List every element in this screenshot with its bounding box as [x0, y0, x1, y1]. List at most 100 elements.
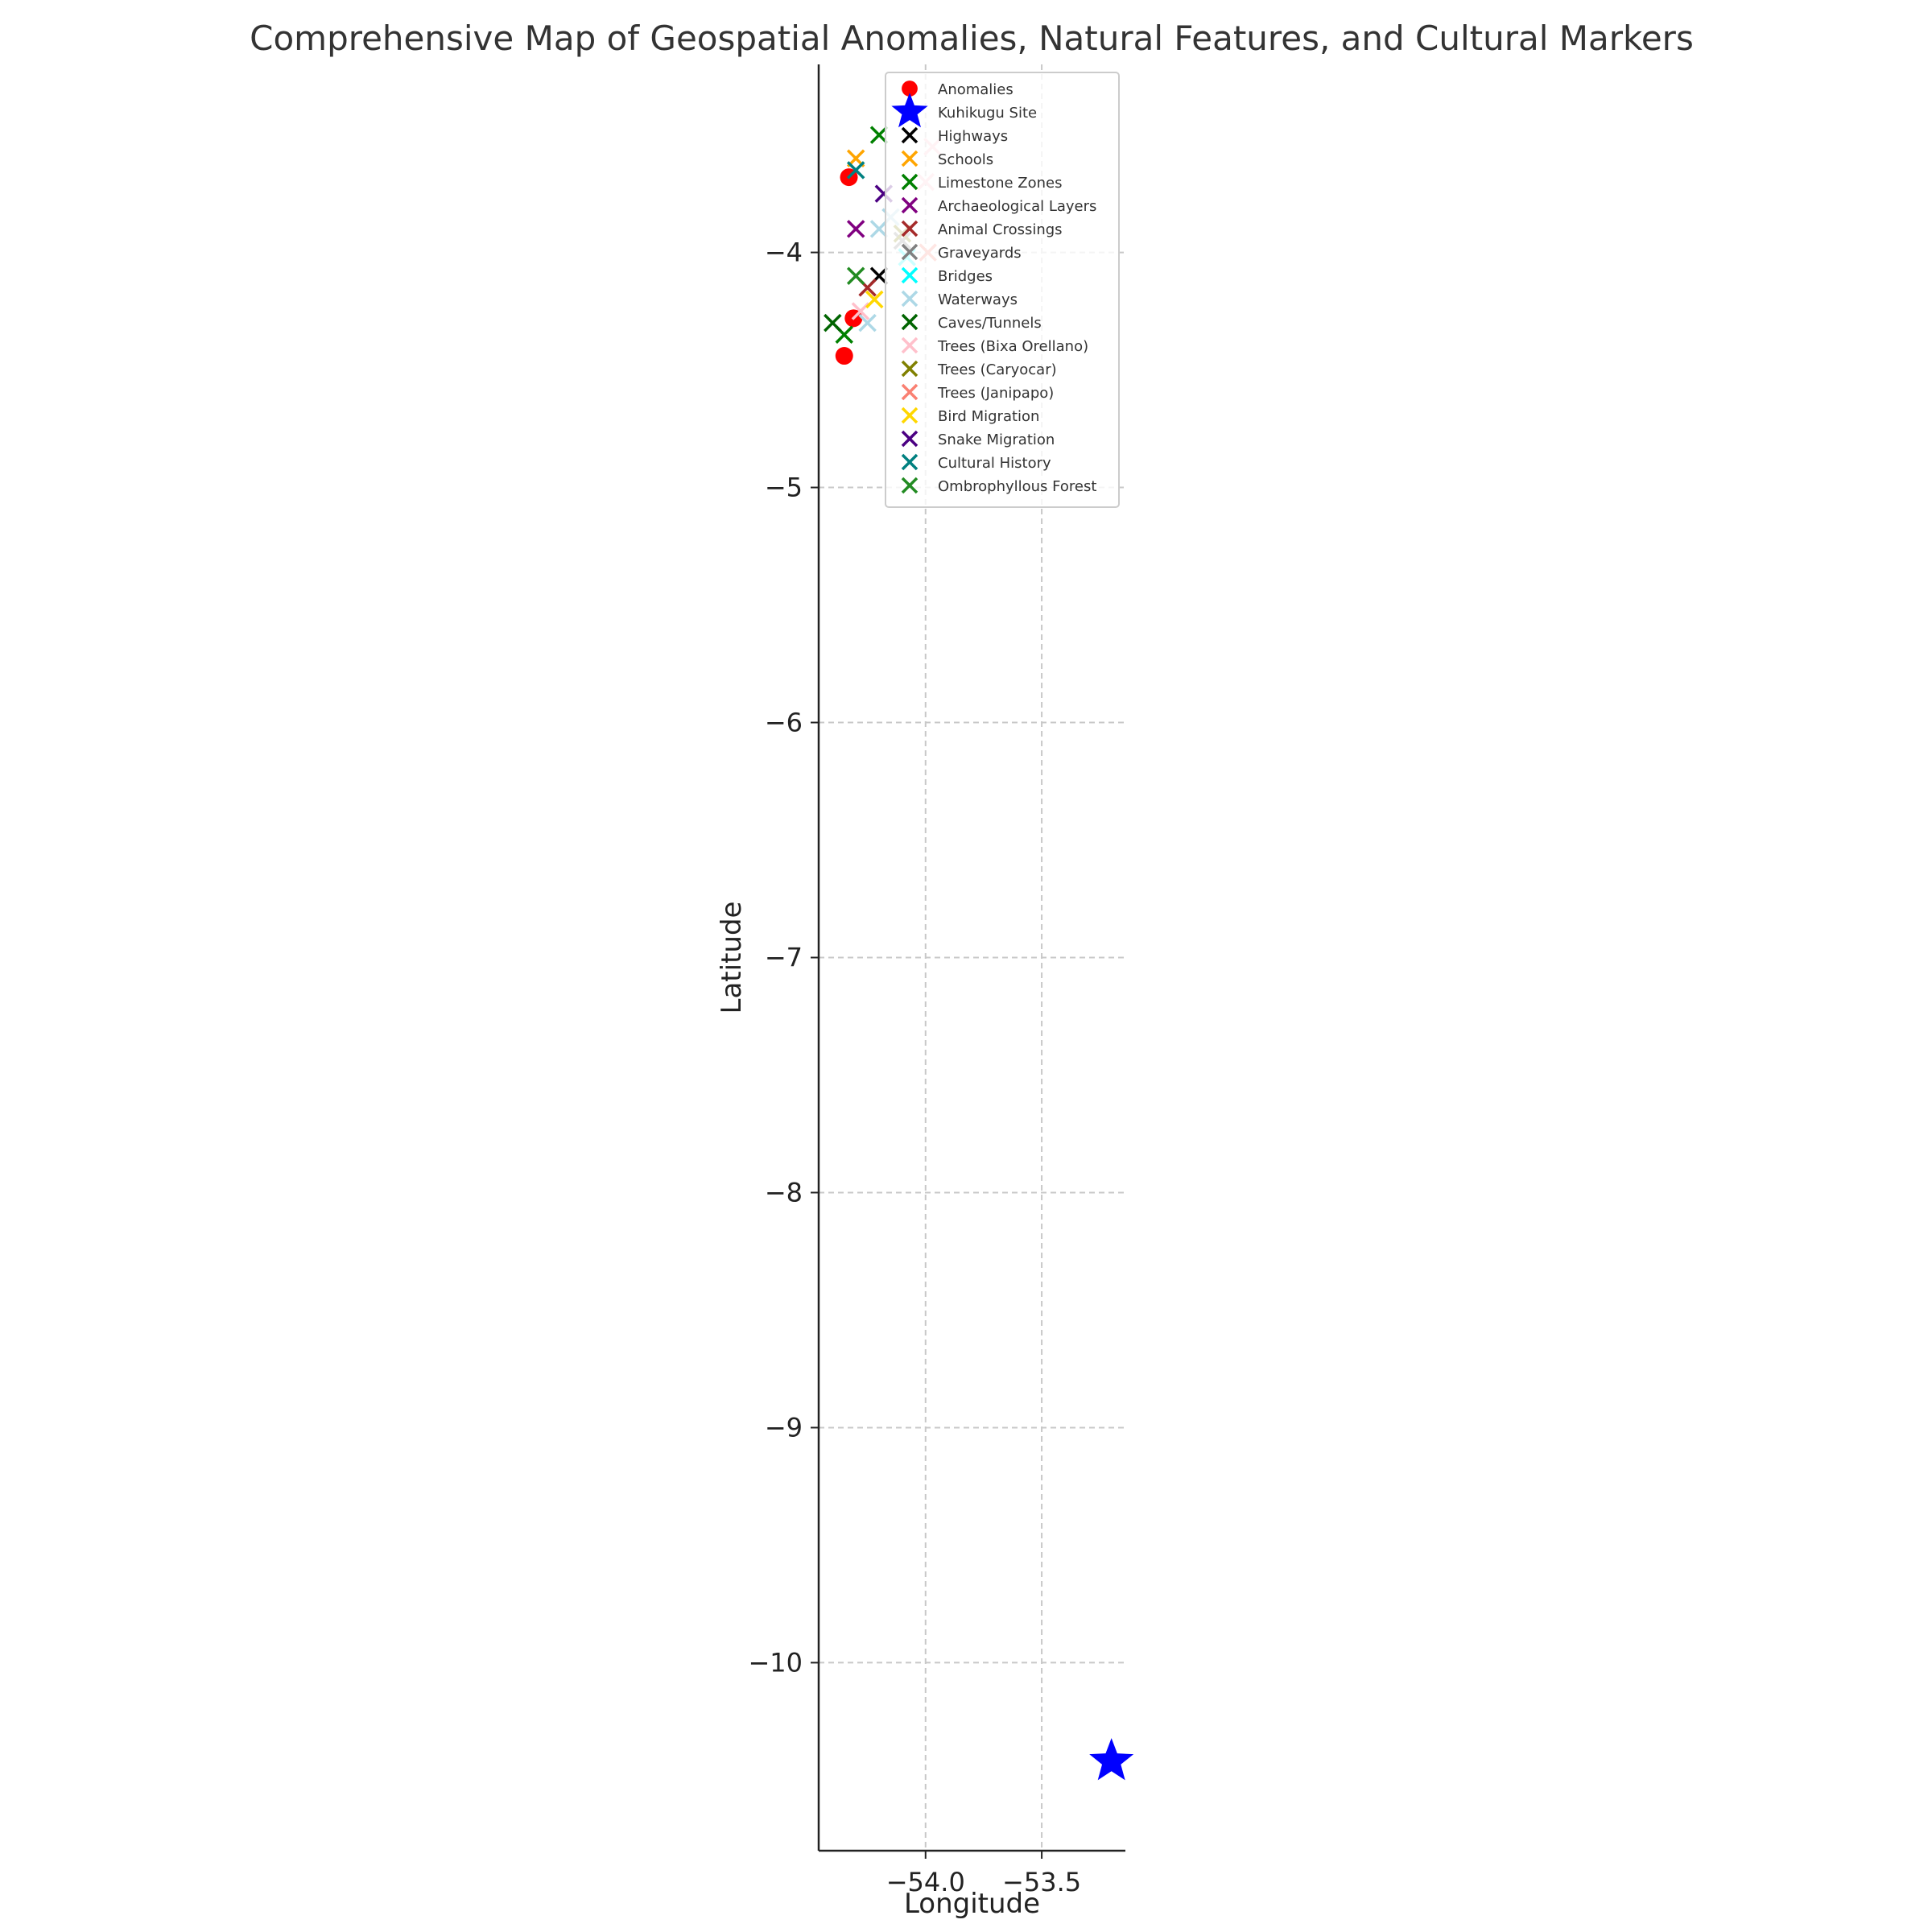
series-ombrophyllous-forest	[846, 266, 865, 286]
legend-marker	[901, 126, 919, 144]
legend-marker	[902, 80, 918, 97]
legend-item: Kuhikugu Site	[891, 93, 1037, 128]
legend-item: Archaeological Layers	[901, 196, 1096, 215]
x-marker-stroke	[869, 126, 889, 144]
x-marker-stroke	[901, 243, 919, 261]
data-point	[865, 290, 884, 309]
data-point	[851, 302, 870, 320]
legend-marker	[901, 430, 919, 448]
legend-marker	[901, 360, 919, 378]
x-marker-stroke	[901, 313, 919, 331]
x-marker-stroke	[865, 290, 884, 309]
legend-item: Bird Migration	[901, 407, 1039, 425]
legend-marker	[901, 407, 919, 424]
x-marker-stroke	[901, 453, 919, 471]
legend-marker	[901, 453, 919, 471]
series-bird-migration	[865, 290, 884, 309]
y-tick-label: −5	[765, 473, 803, 503]
legend-label: Graveyards	[938, 245, 1022, 262]
y-tick-label: −7	[765, 943, 803, 973]
legend-label: Limestone Zones	[938, 175, 1063, 192]
data-point	[869, 126, 889, 144]
x-marker-stroke	[901, 430, 919, 448]
x-marker-stroke	[824, 313, 842, 332]
legend-item: Cultural History	[901, 453, 1051, 472]
legend-item: Caves/Tunnels	[901, 313, 1042, 332]
legend-label: Bird Migration	[938, 408, 1039, 425]
x-marker-stroke	[901, 173, 919, 191]
legend-label: Archaeological Layers	[938, 198, 1096, 215]
series-kuhikugu-site	[1089, 1738, 1134, 1781]
series-anomalies	[835, 168, 863, 365]
x-marker-stroke	[835, 325, 853, 345]
legend-item: Trees (Bixa Orellano)	[901, 336, 1088, 355]
x-tick-label: −54.0	[886, 1867, 965, 1897]
data-point	[846, 220, 865, 238]
y-tick-label: −4	[765, 237, 803, 268]
data-point	[824, 313, 842, 332]
legend-item: Bridges	[901, 266, 993, 285]
legend-item: Schools	[901, 150, 993, 168]
legend-marker	[901, 336, 919, 354]
legend-marker	[901, 173, 919, 191]
legend-marker	[901, 383, 919, 401]
x-tick-label: −53.5	[1002, 1867, 1081, 1897]
x-marker-stroke	[846, 161, 865, 180]
legend-item: Graveyards	[901, 243, 1022, 262]
data-point	[858, 313, 877, 332]
y-tick-label: −9	[765, 1412, 803, 1443]
legend-item: Animal Crossings	[901, 220, 1063, 238]
x-marker-stroke	[846, 220, 865, 238]
legend-item: Limestone Zones	[901, 173, 1063, 192]
legend-item: Waterways	[901, 290, 1018, 308]
x-marker-stroke	[851, 302, 870, 320]
x-marker-stroke	[858, 279, 877, 297]
legend-marker	[901, 150, 919, 167]
legend-label: Bridges	[938, 268, 993, 285]
legend-label: Schools	[938, 151, 993, 168]
legend-label: Kuhikugu Site	[938, 105, 1037, 122]
x-marker-stroke	[901, 336, 919, 354]
legend-label: Trees (Janipapo)	[937, 385, 1054, 402]
legend-label: Waterways	[938, 291, 1018, 308]
y-tick-label: −10	[748, 1647, 803, 1678]
legend-label: Snake Migration	[938, 431, 1055, 448]
series-caves-tunnels	[824, 313, 842, 332]
legend-item: Trees (Janipapo)	[901, 383, 1054, 402]
legend-item: Ombrophyllous Forest	[901, 477, 1096, 495]
x-marker-stroke	[901, 126, 919, 144]
x-marker-stroke	[901, 266, 919, 284]
legend-marker	[901, 290, 919, 308]
legend-marker	[901, 243, 919, 261]
legend-marker	[901, 313, 919, 331]
x-marker-stroke	[901, 150, 919, 167]
x-marker-stroke	[901, 360, 919, 378]
x-marker-stroke	[901, 407, 919, 424]
legend-label: Animal Crossings	[938, 221, 1063, 238]
legend-label: Caves/Tunnels	[938, 315, 1042, 332]
x-marker-stroke	[858, 313, 877, 332]
legend-item: Trees (Caryocar)	[901, 360, 1057, 378]
series-cultural-history	[846, 161, 865, 180]
legend-label: Trees (Caryocar)	[937, 361, 1057, 378]
ticks: −54.0 −53.5 −4 −5 −6 −7 −8 −9 −10	[748, 237, 1081, 1897]
legend-marker	[901, 220, 919, 237]
legend-marker	[901, 266, 919, 284]
x-axis-label: Longitude	[904, 1888, 1040, 1920]
x-marker-stroke	[901, 383, 919, 401]
data-point	[1089, 1738, 1134, 1781]
grid	[819, 64, 1125, 1851]
data-point	[835, 347, 853, 365]
x-marker-stroke	[901, 477, 919, 494]
legend-marker	[891, 93, 928, 128]
chart-title: Comprehensive Map of Geospatial Anomalie…	[250, 19, 1694, 58]
x-marker-stroke	[901, 290, 919, 308]
data-point	[846, 161, 865, 180]
legend-marker	[901, 477, 919, 494]
legend-label: Cultural History	[938, 455, 1051, 472]
y-tick-label: −8	[765, 1177, 803, 1208]
legend-box	[885, 72, 1120, 508]
legend-label: Highways	[938, 128, 1008, 145]
x-marker-stroke	[901, 220, 919, 237]
